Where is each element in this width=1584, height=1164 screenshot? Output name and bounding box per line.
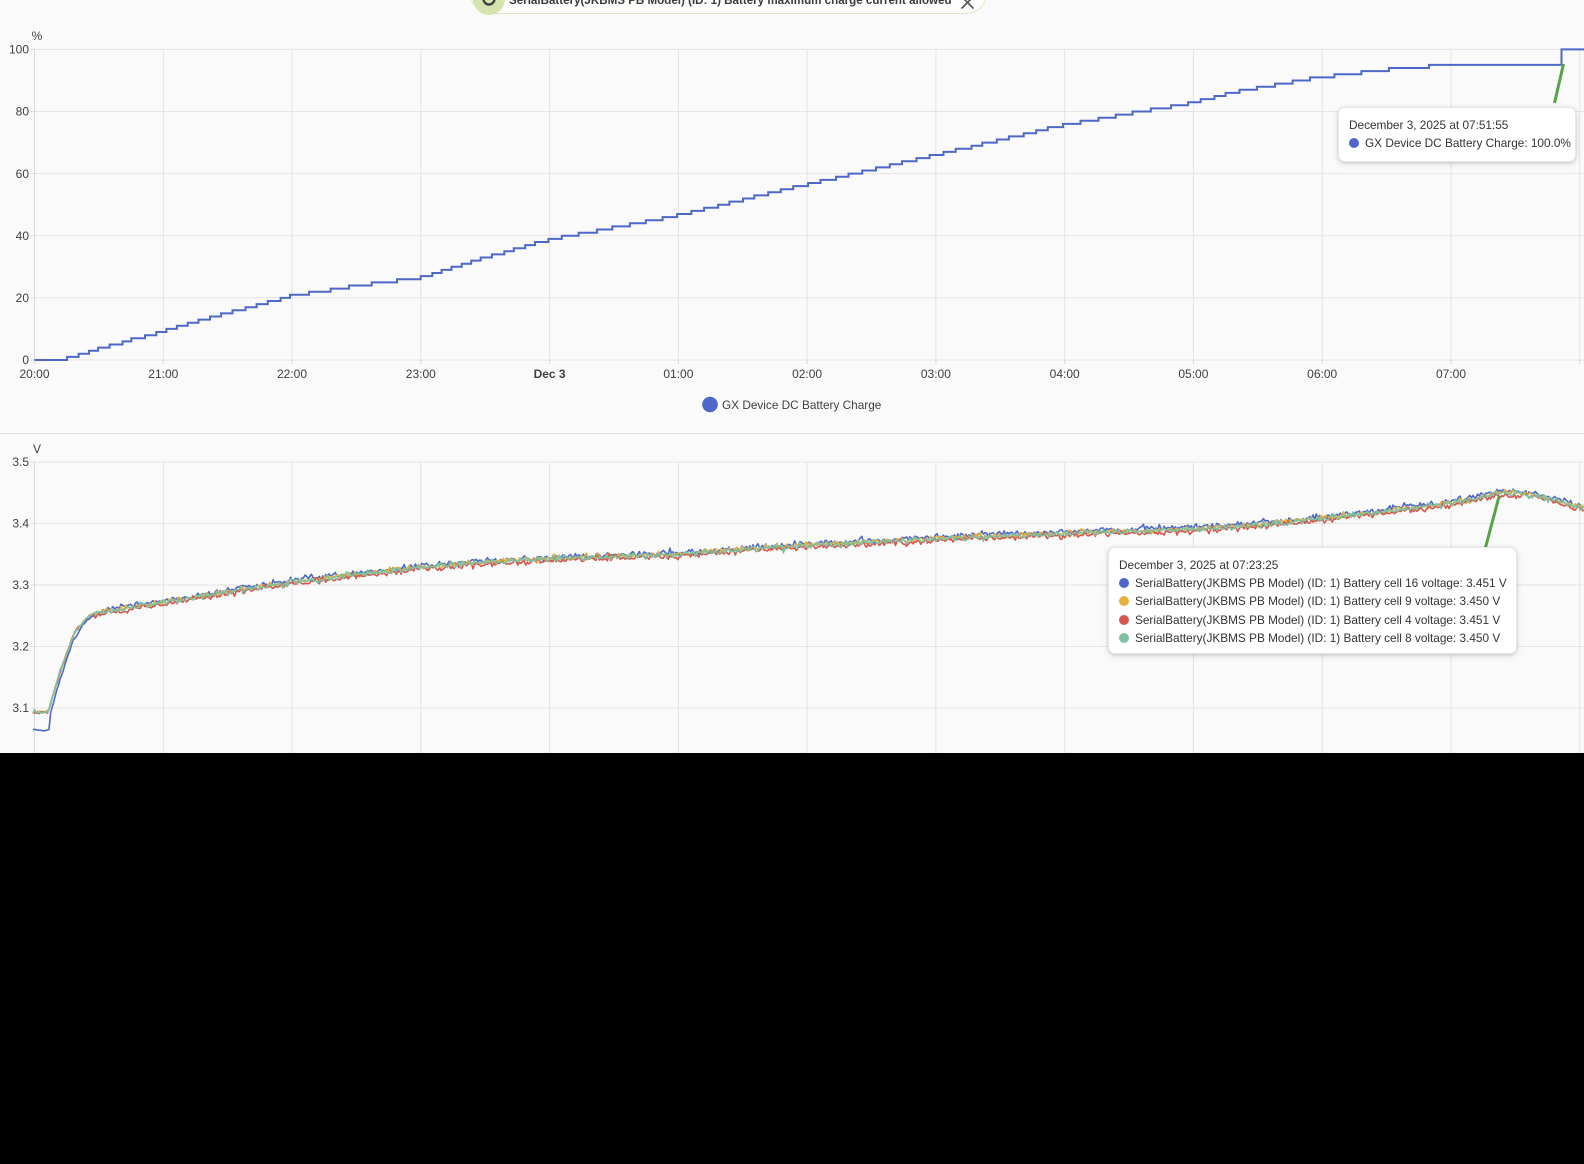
svg-text:V: V	[33, 442, 41, 456]
svg-text:3.1: 3.1	[12, 701, 29, 715]
svg-text:100: 100	[9, 43, 29, 57]
svg-text:20: 20	[16, 291, 30, 305]
svg-text:06:00: 06:00	[1307, 367, 1337, 381]
svg-text:3.4: 3.4	[12, 517, 29, 531]
svg-text:05:00: 05:00	[1178, 367, 1208, 381]
svg-text:20:00: 20:00	[19, 367, 49, 381]
svg-text:21:00: 21:00	[148, 367, 178, 381]
svg-text:23:00: 23:00	[406, 367, 436, 381]
svg-text:60: 60	[16, 167, 30, 181]
svg-text:3.3: 3.3	[12, 578, 29, 592]
svg-text:04:00: 04:00	[1050, 367, 1080, 381]
svg-text:22:00: 22:00	[277, 367, 307, 381]
svg-text:01:00: 01:00	[663, 367, 693, 381]
svg-text:GX Device DC Battery Charge: GX Device DC Battery Charge	[722, 398, 882, 412]
svg-text:07:00: 07:00	[1436, 367, 1466, 381]
svg-text:02:00: 02:00	[792, 367, 822, 381]
svg-text:3.2: 3.2	[12, 640, 29, 654]
svg-text:Dec 3: Dec 3	[534, 367, 566, 381]
svg-text:40: 40	[16, 229, 30, 243]
svg-text:0: 0	[22, 353, 29, 367]
svg-text:80: 80	[16, 105, 30, 119]
svg-text:03:00: 03:00	[921, 367, 951, 381]
svg-text:3.5: 3.5	[12, 455, 29, 469]
svg-text:%: %	[32, 29, 43, 43]
